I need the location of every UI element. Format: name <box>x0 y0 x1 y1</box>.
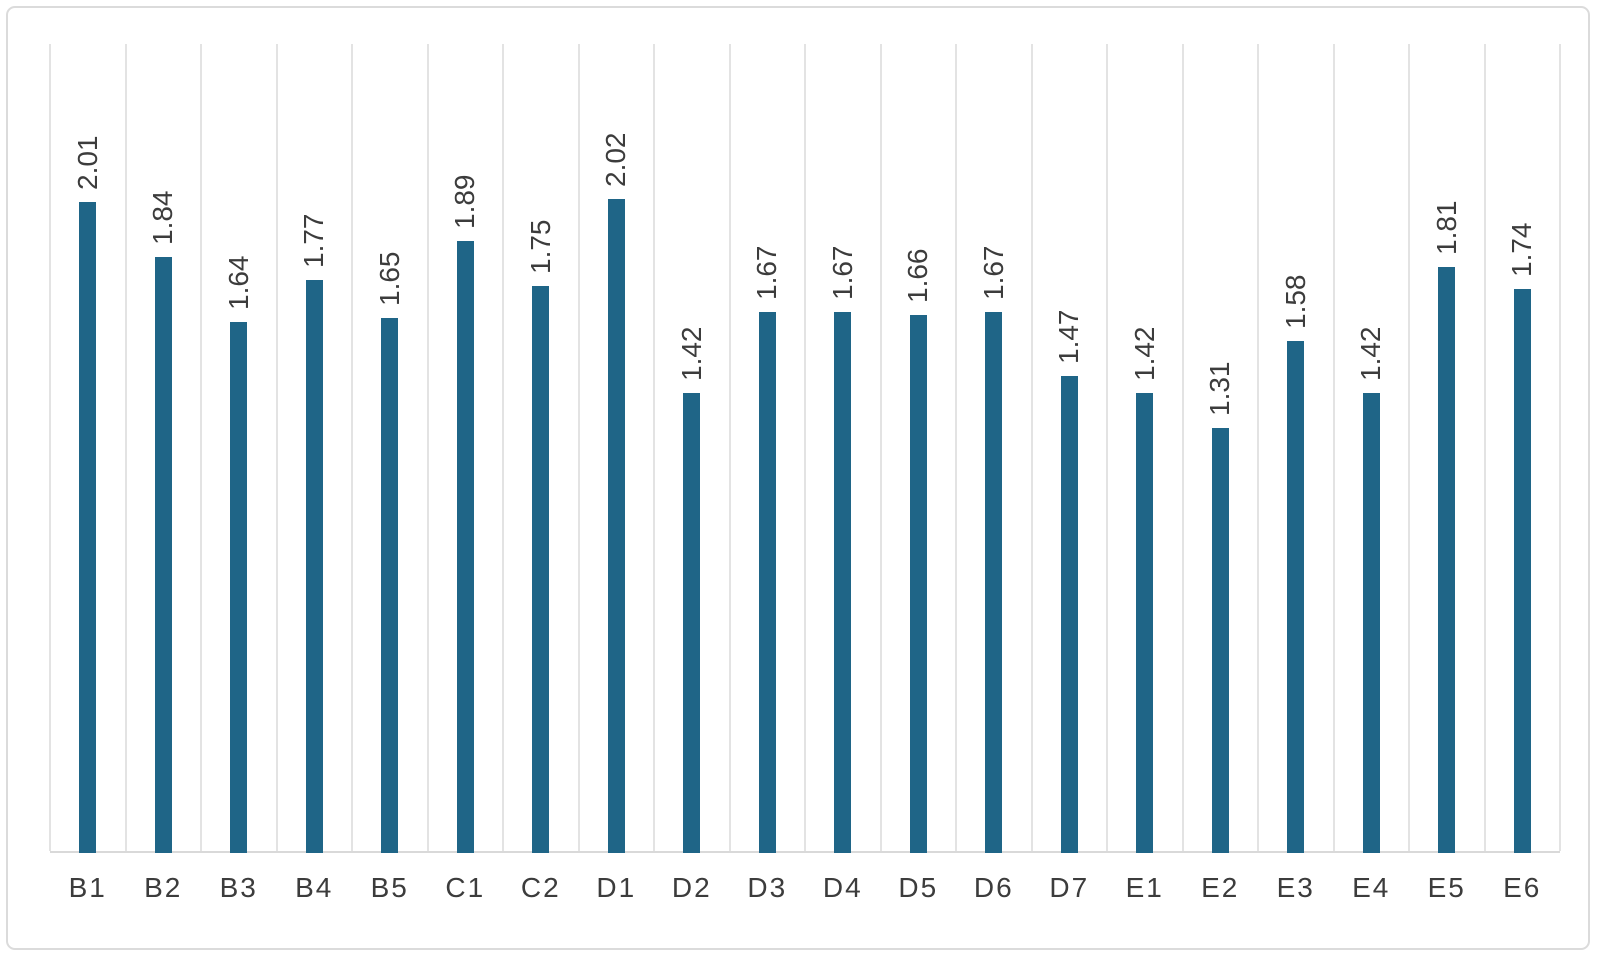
vertical-gridline <box>1257 44 1259 851</box>
vertical-gridline <box>577 44 580 851</box>
vertical-gridline <box>1559 44 1561 851</box>
x-axis-label-D3: D3 <box>747 872 788 903</box>
vertical-gridline <box>728 44 731 851</box>
bar-D1 <box>607 198 625 853</box>
bar-D4 <box>834 311 852 853</box>
x-axis-label-D6: D6 <box>973 872 1014 903</box>
vertical-gridline <box>502 44 504 851</box>
x-axis-label-E3: E3 <box>1276 872 1315 903</box>
x-axis-label-E2: E2 <box>1201 872 1240 903</box>
bar-value-label: 2.01 <box>71 135 103 191</box>
bar-E4 <box>1362 392 1380 853</box>
bar-E2 <box>1211 428 1229 853</box>
x-axis-label-D1: D1 <box>596 872 637 903</box>
bar-D7 <box>1060 376 1078 853</box>
vertical-gridline <box>1181 44 1184 851</box>
vertical-gridline <box>653 44 655 851</box>
bar-value-label: 1.67 <box>977 245 1009 300</box>
bar-D2 <box>683 392 701 853</box>
x-axis-label-B5: B5 <box>370 872 409 903</box>
vertical-gridline <box>1332 44 1335 851</box>
bar-value-label: 1.77 <box>298 213 330 268</box>
bar-value-label: 1.31 <box>1204 361 1236 417</box>
bar-value-label: 1.66 <box>902 248 934 304</box>
vertical-gridline <box>1408 44 1410 851</box>
bar-B1 <box>79 202 97 853</box>
vertical-gridline <box>351 44 353 851</box>
x-axis-label-C1: C1 <box>445 872 486 903</box>
bar-E3 <box>1287 340 1305 853</box>
vertical-gridline <box>49 44 51 851</box>
bar-E1 <box>1136 392 1154 853</box>
bar-value-label: 1.58 <box>1279 274 1311 329</box>
bar-value-label: 1.67 <box>826 245 858 300</box>
x-axis-label-D7: D7 <box>1049 872 1090 903</box>
bar-value-label: 2.02 <box>600 132 632 187</box>
bar-value-label: 1.84 <box>147 190 179 246</box>
vertical-gridline <box>1106 44 1108 851</box>
vertical-gridline <box>804 44 806 851</box>
bar-E5 <box>1438 266 1456 853</box>
bar-value-label: 1.47 <box>1053 309 1085 365</box>
bar-value-label: 1.64 <box>222 255 254 310</box>
vertical-gridline <box>275 44 278 851</box>
bar-D3 <box>758 311 776 853</box>
bar-D6 <box>985 311 1003 853</box>
x-axis-line <box>50 851 1560 853</box>
vertical-gridline <box>426 44 429 851</box>
vertical-gridline <box>200 44 202 851</box>
bar-value-label: 1.42 <box>1355 326 1387 381</box>
bar-B2 <box>154 257 172 853</box>
bar-C2 <box>532 286 550 853</box>
chart-outer-frame <box>6 6 1590 950</box>
bar-B4 <box>305 279 323 853</box>
x-axis-label-E6: E6 <box>1503 872 1542 903</box>
x-axis-label-E5: E5 <box>1427 872 1466 903</box>
bar-E6 <box>1513 289 1531 853</box>
bar-value-label: 1.81 <box>1430 200 1462 255</box>
bar-value-label: 1.42 <box>1128 326 1160 381</box>
vertical-gridline <box>1030 44 1033 851</box>
vertical-gridline <box>1483 44 1486 851</box>
bar-value-label: 1.74 <box>1506 222 1538 278</box>
x-axis-label-E1: E1 <box>1125 872 1164 903</box>
x-axis-label-E4: E4 <box>1352 872 1391 903</box>
vertical-gridline <box>955 44 957 851</box>
x-axis-label-B2: B2 <box>144 872 183 903</box>
vertical-gridline <box>879 44 882 851</box>
bar-value-label: 1.89 <box>449 174 481 229</box>
bar-C1 <box>456 240 474 853</box>
vertical-gridline <box>124 44 127 851</box>
x-axis-label-C2: C2 <box>520 872 561 903</box>
x-axis-label-B4: B4 <box>295 872 334 903</box>
x-axis-label-D5: D5 <box>898 872 939 903</box>
bar-value-label: 1.42 <box>675 326 707 381</box>
bar-value-label: 1.65 <box>373 251 405 307</box>
x-axis-label-B1: B1 <box>68 872 107 903</box>
bar-value-label: 1.67 <box>751 245 783 300</box>
x-axis-label-D2: D2 <box>671 872 712 903</box>
x-axis-label-B3: B3 <box>219 872 258 903</box>
bar-D5 <box>909 315 927 853</box>
x-axis-label-D4: D4 <box>822 872 863 903</box>
bar-value-label: 1.75 <box>524 219 556 275</box>
bar-B5 <box>381 318 399 853</box>
bar-B3 <box>230 321 248 853</box>
